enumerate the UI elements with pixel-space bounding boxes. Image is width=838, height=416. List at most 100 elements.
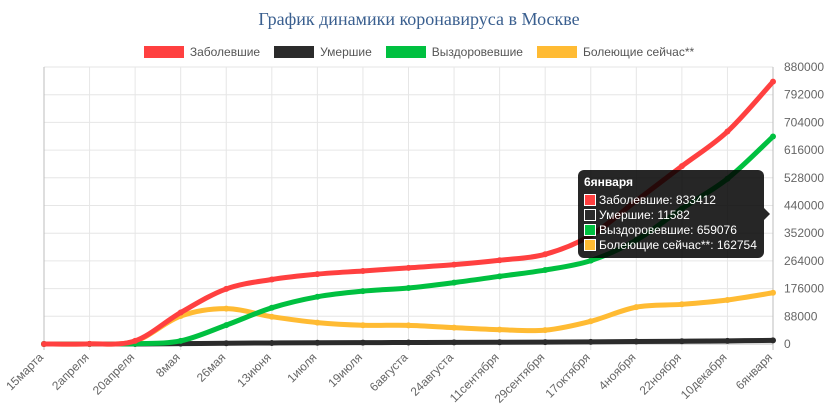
data-point-recovered bbox=[496, 273, 503, 280]
x-tick-label: 1июля bbox=[284, 350, 319, 385]
legend: Заболевшие Умершие Выздоровевшие Болеющи… bbox=[0, 42, 838, 62]
data-point-active bbox=[542, 327, 549, 334]
x-tick-label: 8мая bbox=[153, 350, 183, 380]
data-point-recovered bbox=[451, 279, 458, 286]
legend-label-cases: Заболевшие bbox=[189, 45, 261, 59]
data-point-cases bbox=[177, 309, 184, 316]
x-tick-label: 20апреля bbox=[90, 350, 137, 397]
y-tick-label: 352000 bbox=[784, 226, 824, 240]
legend-swatch-active bbox=[536, 46, 577, 58]
legend-label-active: Болеющие сейчас** bbox=[582, 45, 695, 59]
y-tick-label: 704000 bbox=[784, 115, 824, 129]
data-point-recovered bbox=[587, 257, 594, 264]
data-point-deaths bbox=[587, 338, 594, 345]
y-tick-label: 176000 bbox=[784, 282, 824, 296]
y-tick-label: 880000 bbox=[784, 60, 824, 74]
y-tick-label: 0 bbox=[784, 337, 791, 351]
data-point-active bbox=[633, 304, 640, 311]
x-tick-label: 2апреля bbox=[49, 350, 92, 393]
x-tick-label: 10декабря bbox=[678, 350, 730, 402]
tooltip-row: Выздоровевшие: 659076 bbox=[584, 222, 758, 237]
legend-swatch-cases bbox=[143, 46, 184, 58]
data-point-cases bbox=[359, 267, 366, 274]
tooltip-label-cases: Заболевшие: 833412 bbox=[599, 192, 716, 207]
tooltip-row: Болеющие сейчас**: 162754 bbox=[584, 237, 758, 252]
tooltip-swatch-cases bbox=[584, 193, 596, 206]
legend-item-recovered[interactable]: Выздоровевшие bbox=[385, 45, 523, 59]
data-point-active bbox=[770, 289, 776, 296]
y-tick-label: 88000 bbox=[784, 309, 818, 323]
data-point-deaths bbox=[359, 339, 366, 346]
data-point-active bbox=[451, 324, 458, 331]
data-point-cases bbox=[41, 341, 47, 347]
data-point-active bbox=[223, 305, 230, 312]
tooltip-label-deaths: Умершие: 11582 bbox=[599, 207, 690, 222]
data-point-active bbox=[405, 322, 412, 329]
y-tick-label: 528000 bbox=[784, 171, 824, 185]
legend-label-recovered: Выздоровевшие bbox=[431, 45, 523, 59]
data-point-cases bbox=[770, 78, 776, 85]
data-point-active bbox=[678, 301, 685, 308]
data-point-cases bbox=[542, 251, 549, 258]
tooltip-row: Заболевшие: 833412 bbox=[584, 192, 758, 207]
data-point-cases bbox=[132, 337, 139, 344]
data-point-deaths bbox=[678, 338, 685, 345]
y-tick-label: 264000 bbox=[784, 254, 824, 268]
tooltip-swatch-deaths bbox=[584, 208, 596, 221]
x-tick-label: 19июля bbox=[325, 350, 365, 390]
chart-title: График динамики коронавируса в Москве bbox=[258, 9, 580, 29]
data-point-recovered bbox=[542, 267, 549, 274]
data-point-active bbox=[496, 326, 503, 333]
x-tick-label: 4ноября bbox=[596, 350, 639, 393]
data-point-recovered bbox=[770, 133, 776, 140]
data-point-recovered bbox=[268, 304, 275, 311]
data-point-cases bbox=[268, 276, 275, 283]
legend-item-active[interactable]: Болеющие сейчас** bbox=[536, 45, 695, 59]
data-point-active bbox=[314, 319, 321, 326]
data-point-deaths bbox=[268, 339, 275, 346]
x-tick-label: 6января bbox=[733, 350, 775, 392]
tooltip-label-active: Болеющие сейчас**: 162754 bbox=[599, 237, 757, 252]
data-point-deaths bbox=[451, 339, 458, 346]
x-tick-label: 17октября bbox=[542, 350, 592, 400]
data-point-active bbox=[359, 322, 366, 329]
legend-label-deaths: Умершие bbox=[320, 45, 372, 59]
tooltip-swatch-recovered bbox=[584, 223, 596, 236]
tooltip-label-recovered: Выздоровевшие: 659076 bbox=[599, 222, 737, 237]
y-tick-label: 440000 bbox=[784, 199, 824, 213]
chart-tooltip: 6января Заболевшие: 833412 Умершие: 1158… bbox=[578, 170, 770, 258]
data-point-cases bbox=[496, 257, 503, 264]
y-tick-label: 792000 bbox=[784, 88, 824, 102]
y-tick-label: 616000 bbox=[784, 143, 824, 157]
x-tick-label: 6августа bbox=[367, 350, 411, 394]
legend-item-deaths[interactable]: Умершие bbox=[274, 45, 372, 59]
data-point-active bbox=[724, 296, 731, 303]
data-point-deaths bbox=[770, 337, 776, 344]
data-point-deaths bbox=[542, 339, 549, 346]
data-point-deaths bbox=[405, 339, 412, 346]
data-point-cases bbox=[314, 271, 321, 278]
tooltip-swatch-active bbox=[584, 238, 596, 251]
x-tick-label: 15марта bbox=[3, 350, 46, 393]
data-point-active bbox=[268, 313, 275, 320]
data-point-cases bbox=[678, 163, 685, 170]
legend-item-cases[interactable]: Заболевшие bbox=[143, 45, 261, 59]
legend-swatch-deaths bbox=[274, 46, 315, 58]
data-point-cases bbox=[86, 340, 93, 347]
data-point-deaths bbox=[496, 339, 503, 346]
tooltip-row: Умершие: 11582 bbox=[584, 207, 758, 222]
data-point-recovered bbox=[359, 288, 366, 295]
data-point-cases bbox=[724, 128, 731, 135]
x-tick-label: 24августа bbox=[408, 350, 457, 399]
data-point-recovered bbox=[223, 322, 230, 329]
data-point-recovered bbox=[314, 293, 321, 300]
data-point-cases bbox=[223, 285, 230, 292]
legend-swatch-recovered bbox=[385, 46, 426, 58]
data-point-recovered bbox=[405, 284, 412, 291]
x-tick-label: 22ноября bbox=[637, 350, 684, 397]
tooltip-title: 6января bbox=[584, 175, 633, 189]
data-point-active bbox=[587, 318, 594, 325]
data-point-cases bbox=[451, 261, 458, 268]
data-point-deaths bbox=[314, 339, 321, 346]
